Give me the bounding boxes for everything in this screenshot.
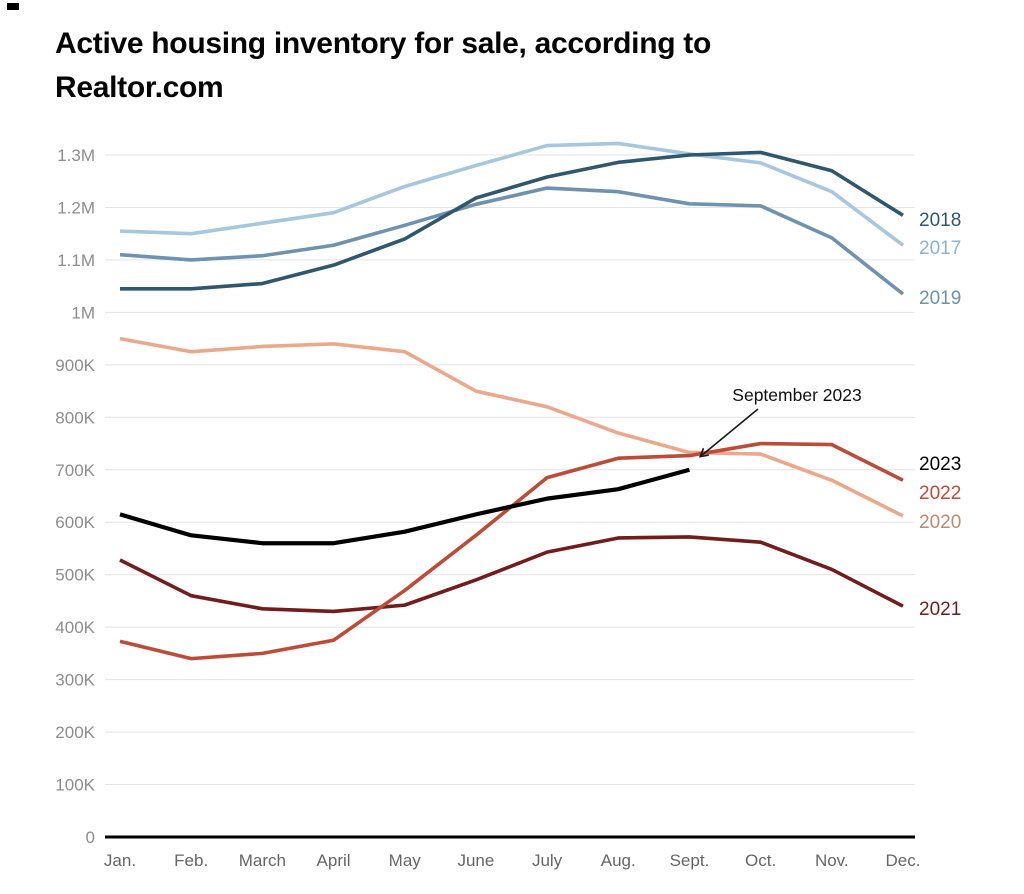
x-tick-label: Nov. [815,851,849,870]
annotation-text: September 2023 [732,385,861,405]
x-tick-label: March [239,851,286,870]
x-axis-labels: Jan. Feb. March April May June July Aug. Sept. Oc… [104,851,921,870]
y-tick-label: 1.3M [57,146,95,165]
chart-title: Active housing inventory for sale, accor… [55,27,712,104]
y-tick-label: 500K [55,566,95,585]
y-tick-label: 1.1M [57,251,95,270]
series-line-2020 [119,336,904,518]
series-line-2021 [119,535,904,614]
corner-mark [7,3,19,10]
x-tick-label: Aug. [601,851,636,870]
annotation-arrow-icon [701,408,759,456]
y-tick-label: 1.2M [57,198,95,217]
x-tick-label: Jan. [104,851,136,870]
x-tick-label: Dec. [885,851,920,870]
grid [105,154,915,786]
y-axis-labels: 1.3M 1.2M 1.1M 1M 900K 800K 700K 600K 500K 400K 30… [55,146,95,847]
y-tick-label: 700K [55,461,95,480]
series-label-2020: 2020 [919,512,961,533]
y-tick-label: 600K [55,513,95,532]
y-tick-label: 1M [71,303,95,322]
series-label-2022: 2022 [919,483,961,504]
annotation: September 2023 [701,385,862,456]
series-line-2017 [119,141,905,247]
series-label-2018: 2018 [919,210,961,231]
x-tick-label: April [317,851,351,870]
y-tick-label: 100K [55,776,95,795]
x-tick-label: May [389,851,422,870]
y-tick-label: 200K [55,723,95,742]
y-tick-label: 300K [55,671,95,690]
x-tick-label: July [532,851,563,870]
series-line-2018 [120,150,904,291]
series-label-2019: 2019 [919,288,961,309]
x-tick-label: June [457,851,494,870]
y-tick-label: 900K [55,356,95,375]
x-tick-label: Oct. [745,851,776,870]
series-label-2023: 2023 [919,454,961,475]
y-tick-label: 800K [55,408,95,427]
series-line-2023 [119,467,690,546]
series-label-2021: 2021 [919,599,961,620]
x-tick-label: Feb. [174,851,208,870]
x-tick-label: Sept. [670,851,710,870]
series-line-2019 [119,186,905,296]
y-tick-label: 400K [55,618,95,637]
series-label-2017: 2017 [919,238,961,259]
y-tick-label: 0 [86,828,95,847]
